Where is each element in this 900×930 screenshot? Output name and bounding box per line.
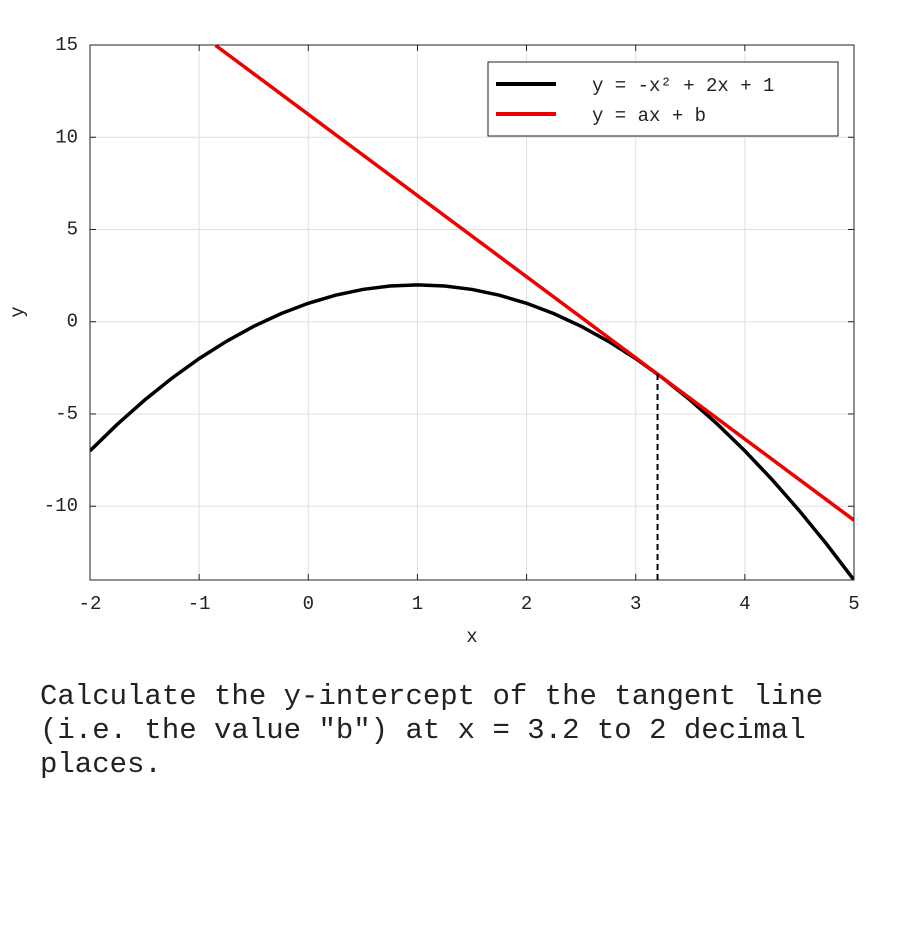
y-tick-label: -10	[44, 495, 78, 517]
line-series	[90, 283, 854, 580]
x-tick-label: 0	[303, 593, 314, 615]
y-tick-label: 10	[55, 126, 78, 148]
question-text: Calculate the y-intercept of the tangent…	[40, 680, 824, 781]
x-axis-label: x	[466, 626, 477, 648]
y-tick-label: 15	[55, 34, 78, 56]
x-tick-label: -1	[188, 593, 211, 615]
y-tick-label: 5	[67, 218, 78, 240]
line-series	[214, 45, 854, 522]
x-tick-label: 5	[848, 593, 859, 615]
y-tick-label: -5	[55, 403, 78, 425]
legend-label: y = -x² + 2x + 1	[592, 75, 774, 97]
y-tick-label: 0	[67, 311, 78, 333]
x-tick-label: 4	[739, 593, 750, 615]
x-tick-label: 3	[630, 593, 641, 615]
y-axis-label: y	[7, 306, 29, 317]
plot-frame	[89, 44, 855, 581]
legend-label: y = ax + b	[592, 105, 706, 127]
x-tick-label: 2	[521, 593, 532, 615]
x-tick-label: 1	[412, 593, 423, 615]
legend-box	[487, 61, 839, 137]
x-tick-label: -2	[79, 593, 102, 615]
